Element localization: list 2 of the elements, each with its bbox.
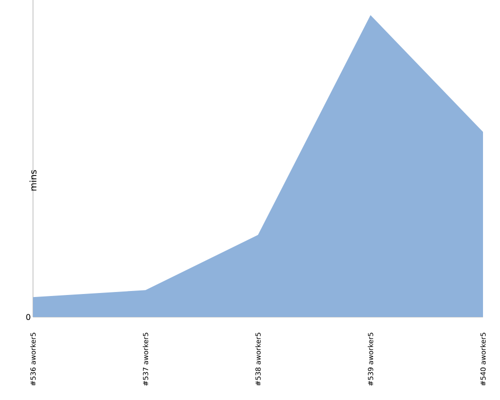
text: 0 bbox=[26, 314, 30, 320]
y-axis-title: mins bbox=[30, 170, 36, 191]
